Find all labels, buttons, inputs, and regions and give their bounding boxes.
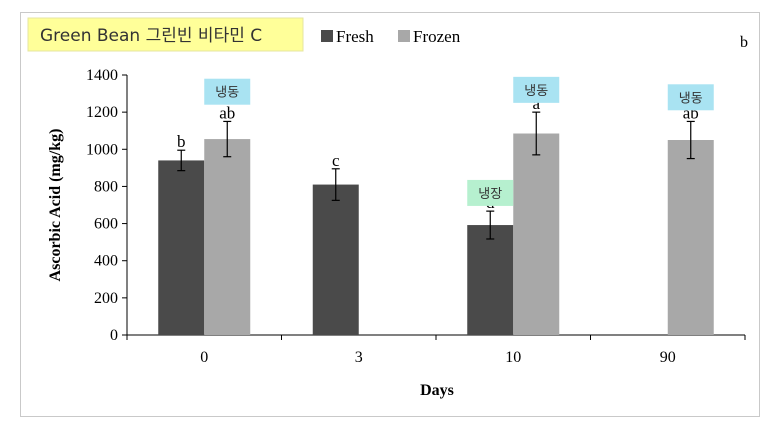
- bar-frozen: [204, 139, 251, 335]
- legend-swatch-frozen: [398, 30, 410, 42]
- bar-frozen: [513, 133, 560, 335]
- y-tick-label: 400: [94, 253, 118, 270]
- significance-letter: a: [532, 94, 540, 113]
- y-tick-label: 1400: [86, 67, 118, 84]
- annotation-label: 냉장: [478, 187, 502, 202]
- x-axis-label: Days: [420, 382, 454, 399]
- annotation-label: 냉동: [524, 84, 548, 99]
- bar-frozen: [667, 140, 714, 335]
- legend-swatch-fresh: [321, 30, 333, 42]
- y-tick-label: 800: [94, 178, 118, 195]
- x-tick-label: 10: [505, 349, 521, 366]
- x-tick-label: 90: [660, 349, 676, 366]
- annotation-box: [667, 84, 714, 111]
- plot-area: 0200400600800100012001400031090bcdabaab냉…: [86, 67, 746, 366]
- chart-frame: [20, 12, 760, 417]
- significance-letter: b: [177, 132, 186, 151]
- y-axis-label: Ascorbic Acid (mg/kg): [47, 129, 64, 282]
- chart-title: Green Bean 그린빈 비타민 C: [40, 26, 262, 46]
- significance-letter: ab: [219, 103, 235, 122]
- significance-letter: c: [332, 151, 340, 170]
- y-tick-label: 600: [94, 216, 118, 233]
- y-tick-label: 200: [94, 290, 118, 307]
- annotation-box: [467, 179, 514, 206]
- annotation-box: [513, 76, 560, 103]
- bar-fresh: [312, 184, 359, 335]
- annotation-label: 냉동: [215, 86, 239, 101]
- legend-label-fresh: Fresh: [336, 27, 374, 46]
- x-tick-label: 3: [355, 349, 363, 366]
- annotation-box: [204, 78, 251, 105]
- y-tick-label: 1200: [86, 104, 118, 121]
- legend-label-frozen: Frozen: [413, 27, 461, 46]
- annotation-label: 냉동: [679, 91, 703, 106]
- title-box: [27, 17, 304, 52]
- bar-fresh: [158, 160, 205, 335]
- panel-label: b: [740, 34, 748, 51]
- y-tick-label: 1000: [86, 141, 118, 158]
- y-tick-label: 0: [110, 327, 118, 344]
- bar-fresh: [467, 225, 514, 335]
- x-tick-label: 0: [200, 349, 208, 366]
